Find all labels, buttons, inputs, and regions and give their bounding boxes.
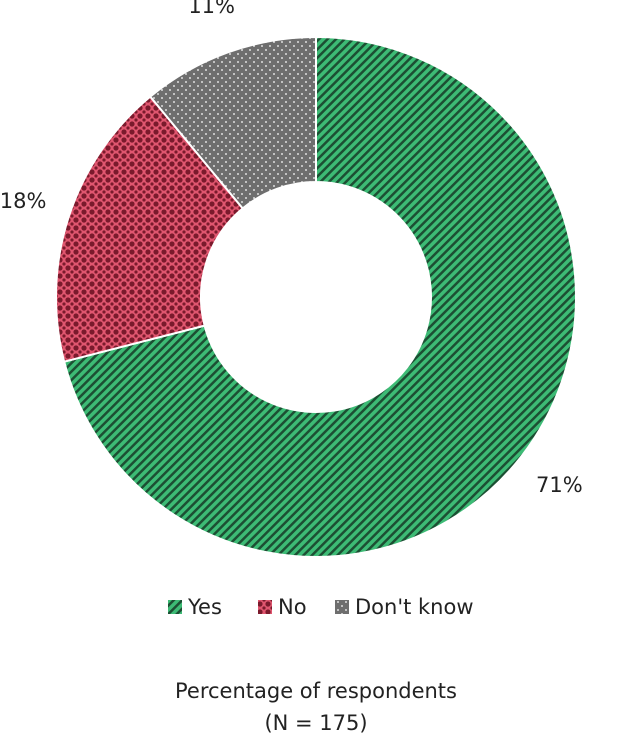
slice	[55, 95, 245, 363]
data-label: 71%	[536, 473, 583, 497]
legend-label: Don't know	[355, 595, 474, 619]
legend-swatch	[168, 600, 182, 614]
legend-swatch	[335, 600, 349, 614]
legend-label: No	[278, 595, 307, 619]
slice	[148, 35, 317, 210]
legend-label: Yes	[187, 595, 222, 619]
caption: Percentage of respondents	[175, 679, 457, 703]
slice	[62, 35, 577, 558]
data-label: 18%	[0, 189, 46, 213]
caption: (N = 175)	[264, 711, 367, 735]
data-label: 11%	[188, 0, 235, 18]
legend-swatch	[258, 600, 272, 614]
